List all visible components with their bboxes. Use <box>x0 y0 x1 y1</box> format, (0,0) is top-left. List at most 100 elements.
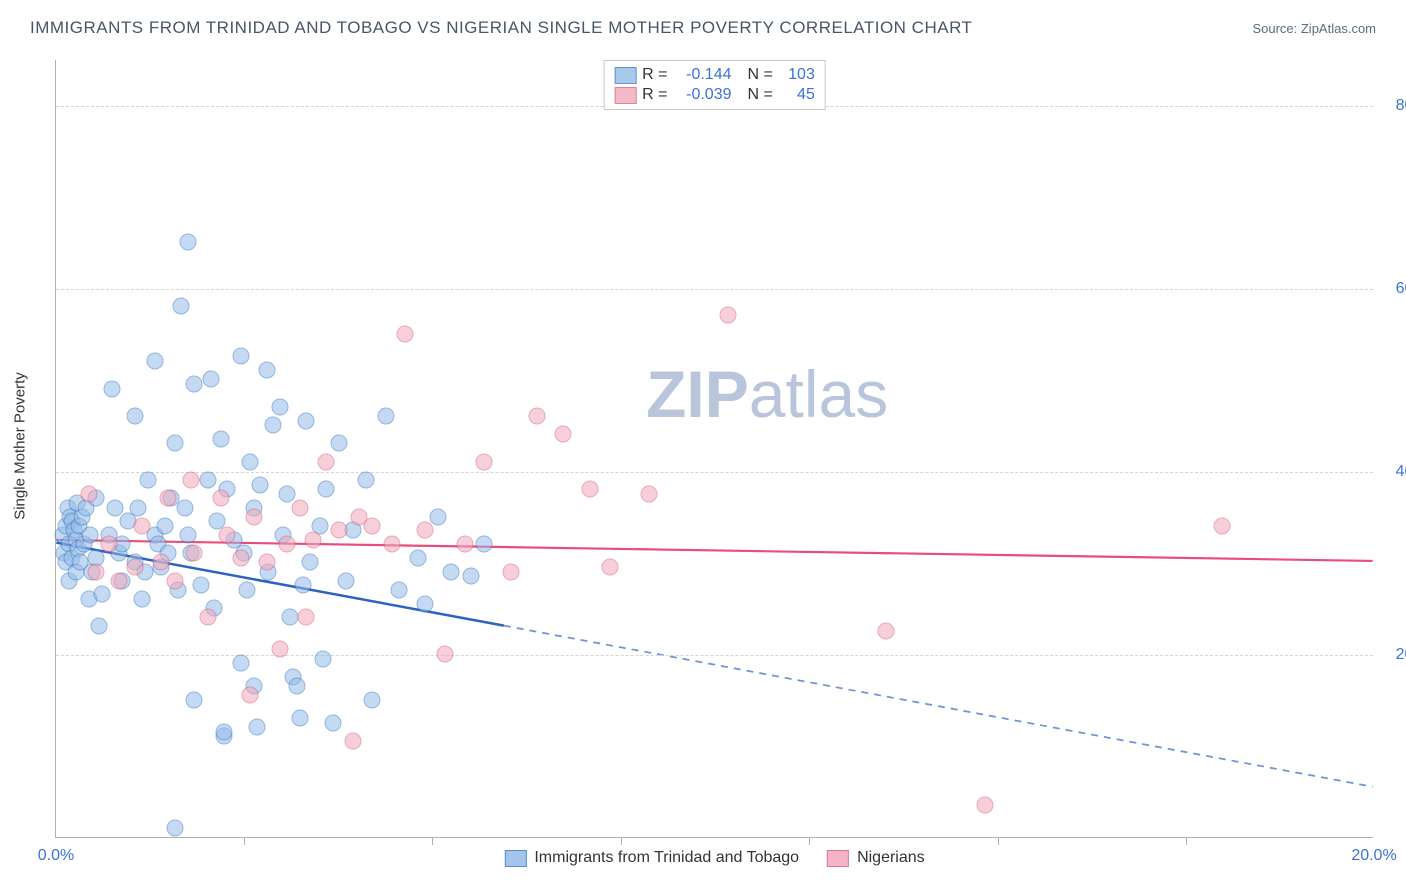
data-point <box>186 545 203 562</box>
legend-swatch <box>504 850 526 867</box>
y-tick-label: 80.0% <box>1396 97 1406 115</box>
data-point <box>601 559 618 576</box>
data-point <box>265 417 282 434</box>
data-point <box>127 407 144 424</box>
grid-line <box>56 472 1373 473</box>
data-point <box>641 485 658 502</box>
data-point <box>476 453 493 470</box>
data-point <box>82 526 99 543</box>
x-tick-label: 20.0% <box>1351 847 1396 865</box>
data-point <box>87 563 104 580</box>
data-point <box>212 490 229 507</box>
data-point <box>364 517 381 534</box>
x-tick <box>432 837 433 845</box>
data-point <box>344 732 361 749</box>
data-point <box>239 581 256 598</box>
data-point <box>130 499 147 516</box>
data-point <box>430 508 447 525</box>
data-point <box>397 325 414 342</box>
data-point <box>245 508 262 525</box>
data-point <box>331 522 348 539</box>
data-point <box>199 609 216 626</box>
data-point <box>291 710 308 727</box>
data-point <box>1214 517 1231 534</box>
legend-series-item: Nigerians <box>827 849 925 867</box>
data-point <box>192 577 209 594</box>
legend-r-label: R = <box>642 86 667 104</box>
data-point <box>305 531 322 548</box>
chart-title: IMMIGRANTS FROM TRINIDAD AND TOBAGO VS N… <box>30 18 972 38</box>
legend-series-item: Immigrants from Trinidad and Tobago <box>504 849 799 867</box>
legend-n-label: N = <box>748 86 773 104</box>
data-point <box>295 577 312 594</box>
data-point <box>80 485 97 502</box>
data-point <box>581 481 598 498</box>
data-point <box>242 687 259 704</box>
data-point <box>443 563 460 580</box>
data-point <box>417 595 434 612</box>
data-point <box>318 453 335 470</box>
y-tick-label: 40.0% <box>1396 463 1406 481</box>
data-point <box>248 719 265 736</box>
data-point <box>502 563 519 580</box>
data-point <box>377 407 394 424</box>
data-point <box>176 499 193 516</box>
y-tick-label: 20.0% <box>1396 646 1406 664</box>
legend-series-label: Immigrants from Trinidad and Tobago <box>534 849 799 867</box>
x-tick <box>1186 837 1187 845</box>
data-point <box>384 536 401 553</box>
data-point <box>166 572 183 589</box>
source-label: Source: ZipAtlas.com <box>1252 21 1376 36</box>
legend-row: R =-0.144N =103 <box>614 65 815 85</box>
data-point <box>417 522 434 539</box>
watermark-bold: ZIP <box>646 357 749 431</box>
data-point <box>173 298 190 315</box>
data-point <box>390 581 407 598</box>
legend-r-label: R = <box>642 66 667 84</box>
y-tick-label: 60.0% <box>1396 280 1406 298</box>
data-point <box>364 691 381 708</box>
data-point <box>301 554 318 571</box>
legend-swatch <box>827 850 849 867</box>
data-point <box>456 536 473 553</box>
data-point <box>153 554 170 571</box>
data-point <box>219 526 236 543</box>
data-point <box>298 412 315 429</box>
data-point <box>258 554 275 571</box>
data-point <box>278 536 295 553</box>
data-point <box>977 796 994 813</box>
data-point <box>272 641 289 658</box>
data-point <box>318 481 335 498</box>
data-point <box>436 645 453 662</box>
data-point <box>463 568 480 585</box>
data-point <box>242 453 259 470</box>
data-point <box>410 549 427 566</box>
x-tick <box>621 837 622 845</box>
data-point <box>357 472 374 489</box>
data-point <box>166 435 183 452</box>
legend-swatch <box>614 67 636 84</box>
legend-series-label: Nigerians <box>857 849 925 867</box>
plot-area: ZIPatlas R =-0.144N =103R =-0.039N =45 I… <box>55 60 1373 838</box>
data-point <box>331 435 348 452</box>
data-point <box>160 490 177 507</box>
data-point <box>878 623 895 640</box>
data-point <box>272 398 289 415</box>
data-point <box>212 430 229 447</box>
data-point <box>133 591 150 608</box>
data-point <box>183 472 200 489</box>
legend-series: Immigrants from Trinidad and Tobago Niger… <box>504 849 924 867</box>
legend-swatch <box>614 87 636 104</box>
data-point <box>166 819 183 836</box>
data-point <box>281 609 298 626</box>
watermark-light: atlas <box>749 357 888 431</box>
data-point <box>199 472 216 489</box>
legend-n-value: 45 <box>779 86 815 104</box>
data-point <box>186 691 203 708</box>
data-point <box>278 485 295 502</box>
data-point <box>476 536 493 553</box>
grid-line <box>56 289 1373 290</box>
data-point <box>110 572 127 589</box>
x-tick <box>809 837 810 845</box>
legend-row: R =-0.039N =45 <box>614 85 815 105</box>
